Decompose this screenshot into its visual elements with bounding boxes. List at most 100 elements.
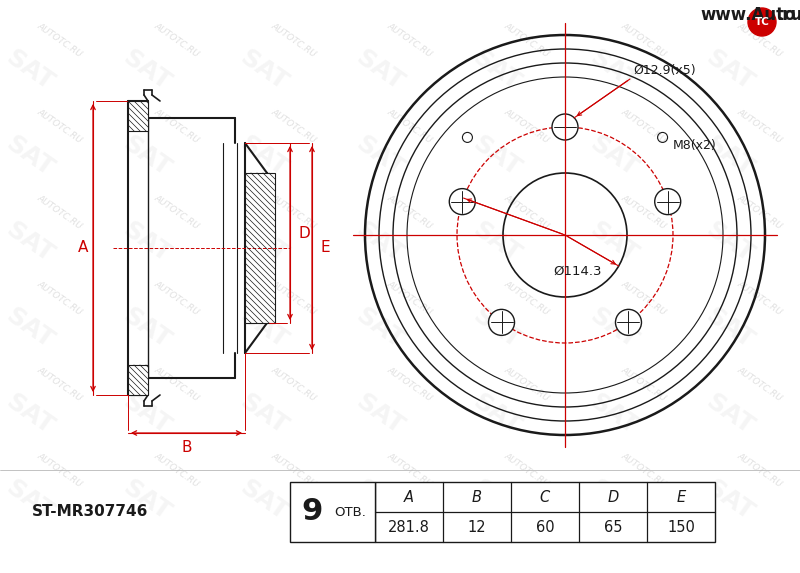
Text: Ø114.3: Ø114.3 (553, 265, 602, 278)
Text: SAT: SAT (468, 389, 525, 439)
Circle shape (552, 114, 578, 140)
Text: AUTOTC.RU: AUTOTC.RU (619, 21, 667, 59)
Text: SAT: SAT (235, 475, 292, 525)
Text: ST-MR307746: ST-MR307746 (32, 504, 148, 520)
Circle shape (615, 309, 642, 335)
Text: AUTOTC.RU: AUTOTC.RU (269, 451, 318, 489)
Text: A: A (78, 241, 88, 256)
Text: AUTOTC.RU: AUTOTC.RU (736, 365, 784, 403)
Text: AUTOTC.RU: AUTOTC.RU (36, 365, 84, 403)
Text: AUTOTC.RU: AUTOTC.RU (386, 365, 434, 403)
Text: SAT: SAT (702, 303, 758, 353)
Text: AUTOTC.RU: AUTOTC.RU (153, 193, 201, 231)
Text: E: E (321, 241, 330, 256)
Text: SAT: SAT (468, 131, 525, 181)
Bar (128, 101, 148, 131)
Text: AUTOTC.RU: AUTOTC.RU (269, 107, 318, 145)
Text: SAT: SAT (585, 303, 642, 353)
Text: AUTOTC.RU: AUTOTC.RU (153, 107, 201, 145)
Text: 9: 9 (302, 497, 322, 527)
Text: B: B (472, 489, 482, 504)
Text: AUTOTC.RU: AUTOTC.RU (619, 451, 667, 489)
Text: AUTOTC.RU: AUTOTC.RU (619, 279, 667, 317)
Text: AUTOTC.RU: AUTOTC.RU (386, 21, 434, 59)
Text: Ø12.9(x5): Ø12.9(x5) (633, 64, 696, 77)
Text: AUTOTC.RU: AUTOTC.RU (36, 279, 84, 317)
Circle shape (654, 189, 681, 215)
Text: AUTOTC.RU: AUTOTC.RU (36, 193, 84, 231)
Text: SAT: SAT (118, 389, 175, 439)
Text: SAT: SAT (235, 303, 292, 353)
Text: AUTOTC.RU: AUTOTC.RU (736, 451, 784, 489)
Text: www.Auto: www.Auto (700, 6, 796, 24)
Text: AUTOTC.RU: AUTOTC.RU (269, 279, 318, 317)
Text: AUTOTC.RU: AUTOTC.RU (619, 107, 667, 145)
Circle shape (748, 8, 776, 36)
Text: SAT: SAT (585, 131, 642, 181)
Text: AUTOTC.RU: AUTOTC.RU (269, 365, 318, 403)
Text: SAT: SAT (235, 389, 292, 439)
Text: SAT: SAT (702, 45, 758, 95)
Text: D: D (299, 226, 310, 241)
Text: AUTOTC.RU: AUTOTC.RU (619, 365, 667, 403)
Text: SAT: SAT (352, 389, 408, 439)
Text: SAT: SAT (352, 45, 408, 95)
Text: AUTOTC.RU: AUTOTC.RU (502, 451, 551, 489)
Text: SAT: SAT (468, 475, 525, 525)
Text: D: D (607, 489, 618, 504)
Text: AUTOTC.RU: AUTOTC.RU (502, 279, 551, 317)
Text: C: C (540, 489, 550, 504)
Bar (375, 482, 715, 542)
Text: AUTOTC.RU: AUTOTC.RU (153, 365, 201, 403)
Text: AUTOTC.RU: AUTOTC.RU (736, 193, 784, 231)
Text: SAT: SAT (118, 217, 175, 267)
Text: AUTOTC.RU: AUTOTC.RU (153, 279, 201, 317)
Text: ОТВ.: ОТВ. (334, 505, 366, 519)
Text: SAT: SAT (2, 303, 58, 353)
Text: SAT: SAT (352, 475, 408, 525)
Text: AUTOTC.RU: AUTOTC.RU (736, 21, 784, 59)
Text: SAT: SAT (235, 131, 292, 181)
Text: 65: 65 (604, 520, 622, 535)
Text: AUTOTC.RU: AUTOTC.RU (36, 107, 84, 145)
Text: AUTOTC.RU: AUTOTC.RU (153, 21, 201, 59)
Text: SAT: SAT (235, 45, 292, 95)
Text: .ru: .ru (776, 6, 800, 24)
Text: 12: 12 (468, 520, 486, 535)
Text: AUTOTC.RU: AUTOTC.RU (386, 451, 434, 489)
Text: SAT: SAT (585, 217, 642, 267)
Text: SAT: SAT (702, 131, 758, 181)
Text: SAT: SAT (585, 389, 642, 439)
Text: SAT: SAT (585, 475, 642, 525)
Text: SAT: SAT (352, 217, 408, 267)
Text: 281.8: 281.8 (388, 520, 430, 535)
Text: SAT: SAT (702, 217, 758, 267)
Text: 150: 150 (667, 520, 695, 535)
Text: SAT: SAT (585, 45, 642, 95)
Text: 60: 60 (536, 520, 554, 535)
Text: A: A (404, 489, 414, 504)
Text: SAT: SAT (2, 217, 58, 267)
Text: AUTOTC.RU: AUTOTC.RU (502, 193, 551, 231)
Text: SAT: SAT (118, 475, 175, 525)
Text: AUTOTC.RU: AUTOTC.RU (36, 21, 84, 59)
Text: AUTOTC.RU: AUTOTC.RU (386, 107, 434, 145)
Text: AUTOTC.RU: AUTOTC.RU (619, 193, 667, 231)
Text: AUTOTC.RU: AUTOTC.RU (36, 451, 84, 489)
Text: B: B (182, 439, 192, 454)
Text: SAT: SAT (468, 217, 525, 267)
Text: AUTOTC.RU: AUTOTC.RU (269, 193, 318, 231)
Text: SAT: SAT (235, 217, 292, 267)
Text: TC: TC (754, 17, 770, 27)
Text: SAT: SAT (2, 389, 58, 439)
Text: M8(x2): M8(x2) (673, 139, 716, 152)
Text: SAT: SAT (702, 475, 758, 525)
Text: AUTOTC.RU: AUTOTC.RU (736, 107, 784, 145)
Text: AUTOTC.RU: AUTOTC.RU (153, 451, 201, 489)
Circle shape (489, 309, 514, 335)
Text: SAT: SAT (2, 475, 58, 525)
Text: SAT: SAT (2, 131, 58, 181)
Text: AUTOTC.RU: AUTOTC.RU (269, 21, 318, 59)
Text: AUTOTC.RU: AUTOTC.RU (502, 21, 551, 59)
Text: SAT: SAT (2, 45, 58, 95)
